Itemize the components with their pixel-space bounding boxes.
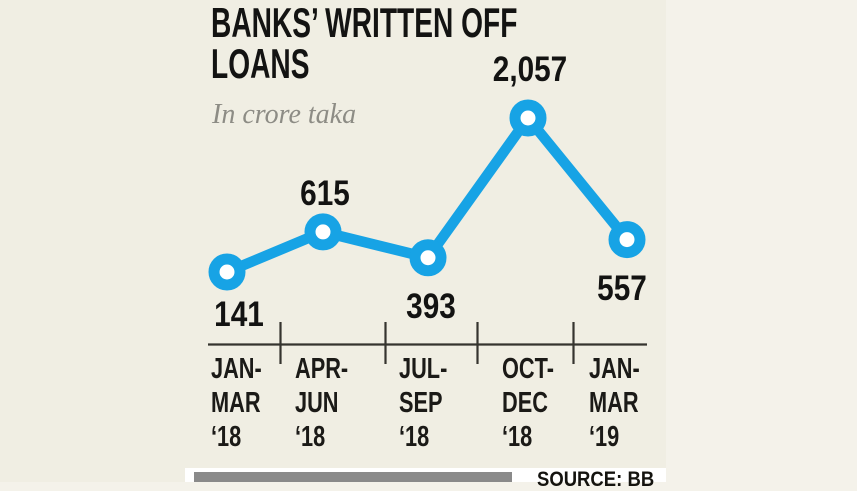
x-axis-label: OCT- DEC ‘18 [502, 352, 554, 454]
value-label: 2,057 [492, 50, 568, 89]
x-axis-label: JUL- SEP ‘18 [399, 352, 447, 454]
data-point-marker [509, 99, 547, 137]
x-axis-label-line: ‘18 [295, 421, 326, 453]
x-axis-label-line: JAN- [589, 353, 640, 385]
x-axis-label: JAN- MAR ‘18 [211, 352, 262, 454]
chart-title-line-2: LOANS [211, 40, 310, 87]
x-axis-label-line: SEP [399, 387, 443, 419]
data-point-marker [409, 239, 447, 277]
data-point-marker [304, 213, 342, 251]
x-axis-label-line: ‘19 [589, 421, 620, 453]
x-axis-label-line: DEC [502, 387, 548, 419]
x-axis-label-line: MAR [589, 387, 639, 419]
chart-unit-label: In crore taka [212, 99, 357, 130]
x-axis-label: APR- JUN ‘18 [295, 352, 348, 454]
value-label: 393 [406, 286, 456, 326]
x-axis-label-line: ‘18 [502, 421, 533, 453]
x-axis-label-line: JUL- [399, 353, 448, 385]
x-axis-label-line: ‘18 [211, 421, 242, 453]
value-label: 557 [597, 268, 647, 308]
x-axis-label-line: MAR [211, 387, 261, 419]
value-label: 141 [214, 295, 264, 334]
value-label: 615 [300, 173, 350, 213]
source-label: SOURCE: [537, 468, 623, 491]
x-axis-label-line: JUN [295, 387, 339, 419]
x-axis-label: JAN- MAR ‘19 [589, 352, 640, 454]
source-credit: SOURCE: BB [537, 469, 654, 491]
data-point-marker [208, 253, 246, 291]
x-axis-label-line: OCT- [502, 353, 554, 385]
chart-title-line-1: BANKS’ WRITTEN OFF [211, 0, 518, 46]
data-point-marker [608, 221, 646, 259]
footer-gray-bar [194, 472, 512, 482]
x-axis-label-line: JAN- [211, 353, 262, 385]
x-axis-label-line: APR- [295, 353, 349, 385]
x-axis-label-line: ‘18 [399, 421, 430, 453]
source-value: BB [627, 468, 655, 491]
chart-title: BANKS’ WRITTEN OFF LOANS [211, 0, 518, 87]
